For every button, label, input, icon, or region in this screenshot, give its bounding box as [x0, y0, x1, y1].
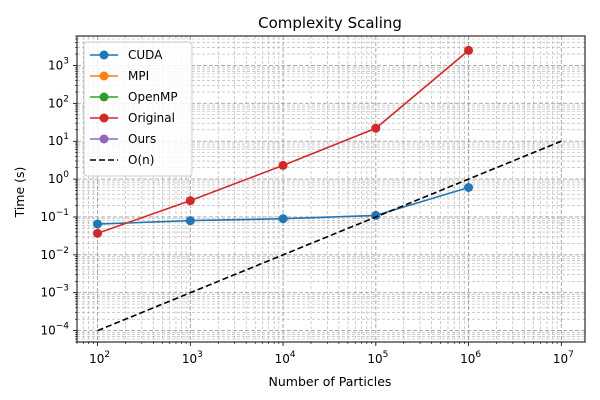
legend-label: MPI	[128, 69, 149, 83]
data-point	[185, 196, 195, 206]
legend-label: Original	[128, 111, 175, 125]
x-tick-label: 105	[367, 350, 388, 366]
y-tick-label: 102	[48, 94, 69, 110]
legend-label: O(n)	[128, 153, 154, 167]
legend-swatch-marker	[99, 71, 109, 81]
data-point	[464, 183, 474, 193]
x-tick-label: 103	[182, 350, 203, 366]
y-tick-label: 10−2	[40, 246, 69, 262]
series-o-n-	[97, 140, 562, 332]
y-axis-title: Time (s)	[12, 167, 27, 219]
legend-label: OpenMP	[128, 90, 178, 104]
series-line	[97, 140, 562, 332]
data-point	[93, 219, 103, 229]
legend-swatch-marker	[99, 92, 109, 102]
data-point	[278, 214, 288, 224]
x-axis-title: Number of Particles	[269, 374, 392, 389]
legend-swatch-marker	[99, 113, 109, 123]
legend-label: CUDA	[128, 48, 163, 62]
legend-swatch-marker	[99, 50, 109, 60]
legend: CUDA MPI OpenMP Original Ours O(n)	[83, 41, 193, 177]
legend-item: O(n)	[90, 153, 154, 167]
data-point	[464, 45, 474, 55]
legend-item: Ours	[90, 132, 156, 146]
y-tick-label: 10−1	[40, 208, 69, 224]
data-point	[371, 123, 381, 133]
plot-series	[93, 45, 562, 332]
legend-item: Original	[90, 111, 175, 125]
legend-item: CUDA	[90, 48, 163, 62]
y-tick-label: 101	[48, 132, 69, 148]
legend-swatch-marker	[99, 134, 109, 144]
x-tick-label: 106	[460, 350, 481, 366]
y-tick-label: 10−3	[40, 284, 69, 300]
plot-frame	[76, 35, 586, 343]
axis-ticks: 102 103 104 105 106 107 10−4 10−3 10−2 10−1 100 101…	[40, 35, 574, 366]
chart-title: Complexity Scaling	[258, 14, 402, 32]
x-tick-label: 107	[553, 350, 574, 366]
x-tick-label: 102	[89, 350, 110, 366]
legend-label: Ours	[128, 132, 156, 146]
x-tick-label: 104	[275, 350, 296, 366]
series-original	[93, 45, 474, 238]
data-point	[93, 228, 103, 238]
y-tick-label: 10−4	[40, 322, 69, 338]
y-tick-label: 100	[48, 170, 69, 186]
legend-item: MPI	[90, 69, 149, 83]
y-tick-label: 103	[48, 56, 69, 72]
data-point	[278, 160, 288, 170]
data-point	[185, 216, 195, 226]
legend-item: OpenMP	[90, 90, 178, 104]
